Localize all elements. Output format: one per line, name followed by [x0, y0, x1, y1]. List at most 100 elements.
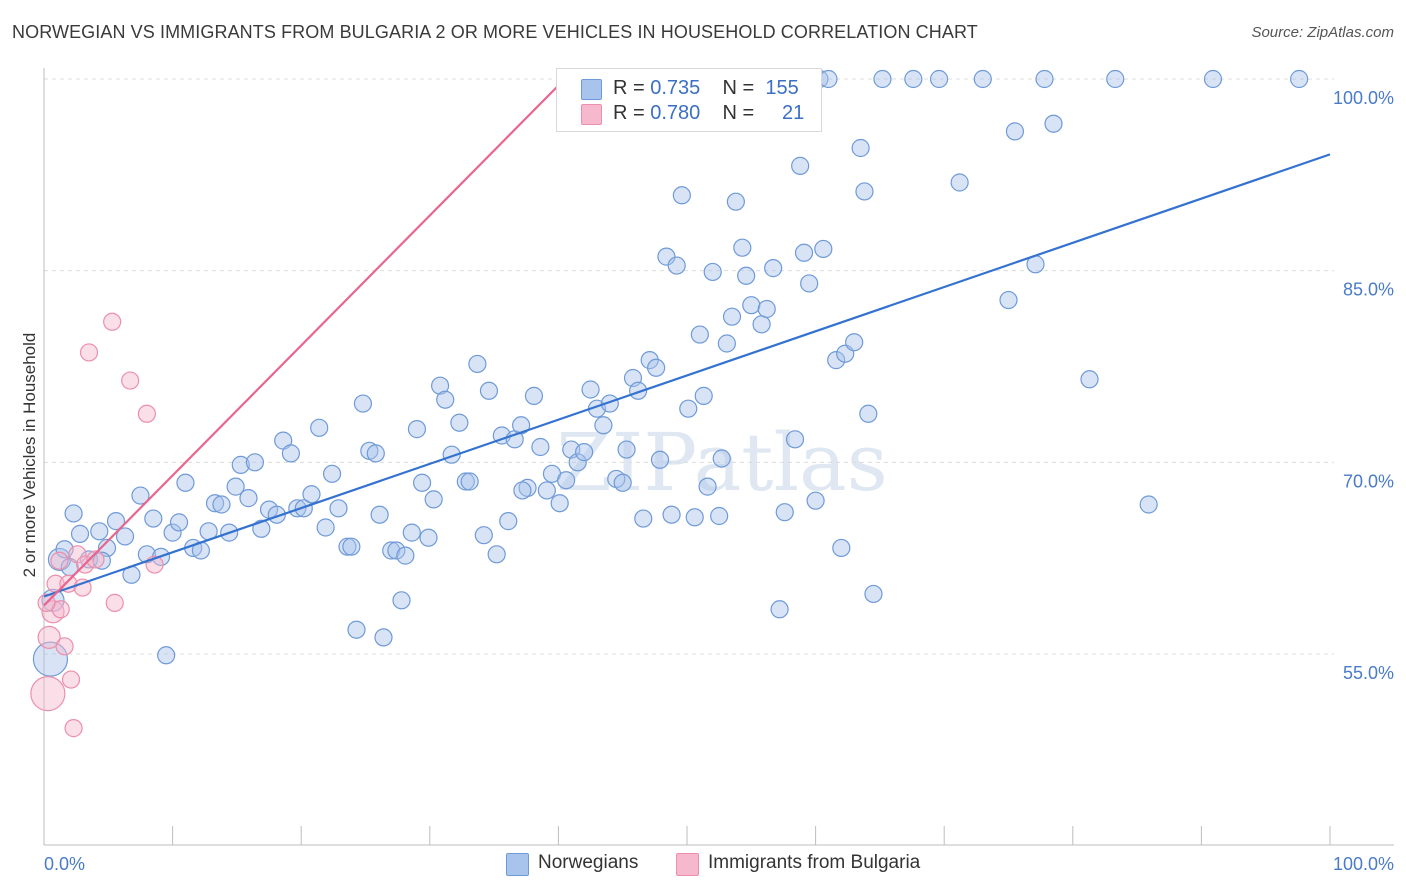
- legend-n-label: N =: [722, 102, 755, 124]
- norwegian-point: [310, 418, 329, 437]
- norwegian-point: [662, 505, 681, 524]
- norwegian-point: [775, 503, 794, 522]
- norwegian-point: [402, 523, 421, 542]
- bulgaria-point: [86, 550, 105, 569]
- correlation-legend: R = 0.735 N = 155 R = 0.780 N = 21: [556, 68, 822, 132]
- y-tick-label: 85.0%: [1343, 280, 1394, 300]
- norwegian-point: [800, 274, 819, 293]
- norwegian-point: [342, 537, 361, 556]
- norwegian-point: [430, 376, 450, 395]
- norwegian-point: [717, 334, 736, 353]
- norwegian-point: [412, 473, 432, 492]
- chart-title: NORWEGIAN VS IMMIGRANTS FROM BULGARIA 2 …: [12, 22, 978, 42]
- norwegian-point: [513, 481, 532, 500]
- norwegian-point: [647, 358, 666, 377]
- bulgaria-point: [103, 312, 122, 331]
- chart-source: Source: ZipAtlas.com: [1251, 24, 1394, 41]
- norwegian-point: [712, 449, 731, 468]
- norwegian-point: [791, 156, 810, 175]
- norwegian-point: [524, 386, 544, 405]
- norwegian-point: [667, 256, 686, 275]
- norwegian-point: [819, 69, 838, 89]
- bulgaria-point: [30, 676, 66, 712]
- series-legend: Norwegians Immigrants from Bulgaria: [0, 852, 1406, 878]
- legend-r-value: 0.780: [650, 102, 701, 124]
- norwegian-point: [144, 509, 163, 528]
- norwegian-point: [460, 472, 479, 491]
- norwegian-point: [617, 440, 636, 459]
- norwegian-point: [176, 473, 195, 492]
- norwegian-point: [316, 518, 335, 537]
- norwegian-point: [999, 290, 1018, 310]
- norwegian-point: [864, 584, 883, 604]
- norwegian-point: [32, 641, 69, 677]
- norwegian-point: [685, 508, 704, 527]
- norwegian-point: [1106, 69, 1125, 89]
- norwegian-point: [737, 266, 756, 285]
- bulgaria-point: [79, 343, 99, 362]
- norwegian-point: [594, 416, 613, 435]
- y-tick-label: 70.0%: [1343, 471, 1394, 491]
- legend-r-label: R =: [613, 77, 645, 99]
- legend-r-label: R =: [613, 102, 645, 124]
- norwegian-point: [499, 512, 518, 531]
- norwegian-point: [950, 173, 969, 192]
- norwegian-point: [873, 69, 892, 89]
- norwegian-point: [672, 186, 691, 205]
- x-tick-label: 100.0%: [1333, 854, 1394, 874]
- norwegian-point: [1005, 122, 1025, 141]
- norwegian-point: [722, 307, 742, 326]
- norwegian-point: [698, 477, 717, 496]
- bulgaria-point: [137, 404, 156, 423]
- norwegian-point: [568, 453, 587, 472]
- norwegian-point: [855, 182, 874, 201]
- y-tick-label: 100.0%: [1333, 88, 1394, 108]
- x-tick-label: 0.0%: [44, 854, 85, 874]
- bulgaria-point: [50, 551, 69, 570]
- norwegian-point: [157, 646, 176, 665]
- norwegian-point: [531, 437, 550, 457]
- norwegian-point: [382, 541, 401, 560]
- norwegian-point: [557, 471, 576, 490]
- norwegian-trendline: [43, 153, 1331, 598]
- bulgaria-point: [64, 719, 83, 738]
- norwegian-point: [374, 628, 393, 647]
- norwegian-point: [407, 420, 427, 439]
- bulgaria-point: [68, 545, 87, 564]
- norwegian-point: [634, 509, 653, 528]
- bulgaria-point: [73, 578, 92, 597]
- norwegian-point: [657, 247, 676, 266]
- norwegian-point: [710, 506, 729, 526]
- norwegian-point: [64, 504, 83, 523]
- norwegian-point: [845, 333, 864, 352]
- norwegian-point: [814, 239, 833, 259]
- legend-r-value: 0.735: [650, 77, 701, 99]
- norwegian-point: [1139, 495, 1158, 514]
- norwegian-point: [575, 443, 594, 462]
- bulgaria-point: [59, 574, 78, 593]
- norwegian-point: [770, 600, 789, 619]
- norwegian-point: [613, 473, 632, 492]
- norwegian-point: [468, 354, 487, 374]
- norwegian-point: [518, 478, 537, 497]
- norwegian-point: [169, 513, 189, 532]
- norwegian-point: [70, 524, 90, 543]
- norwegian-point: [1044, 114, 1063, 133]
- norwegian-point: [929, 69, 949, 89]
- norwegian-point: [338, 537, 357, 556]
- series-label-norwegians: Norwegians: [538, 852, 639, 873]
- norwegian-point: [131, 486, 150, 505]
- norwegian-point: [226, 477, 245, 496]
- norwegian-point: [424, 490, 443, 509]
- norwegian-point: [851, 138, 870, 158]
- norwegian-point: [231, 455, 250, 474]
- norwegian-point: [832, 538, 851, 558]
- norwegian-point: [650, 450, 670, 469]
- y-axis-label: 2 or more Vehicles in Household: [20, 332, 39, 578]
- norwegian-point: [757, 299, 776, 319]
- norwegian-point: [827, 351, 846, 370]
- norwegian-point: [347, 620, 366, 639]
- norwegian-point: [703, 262, 722, 282]
- norwegian-point: [163, 523, 182, 542]
- watermark: ZIPatlas: [556, 416, 888, 509]
